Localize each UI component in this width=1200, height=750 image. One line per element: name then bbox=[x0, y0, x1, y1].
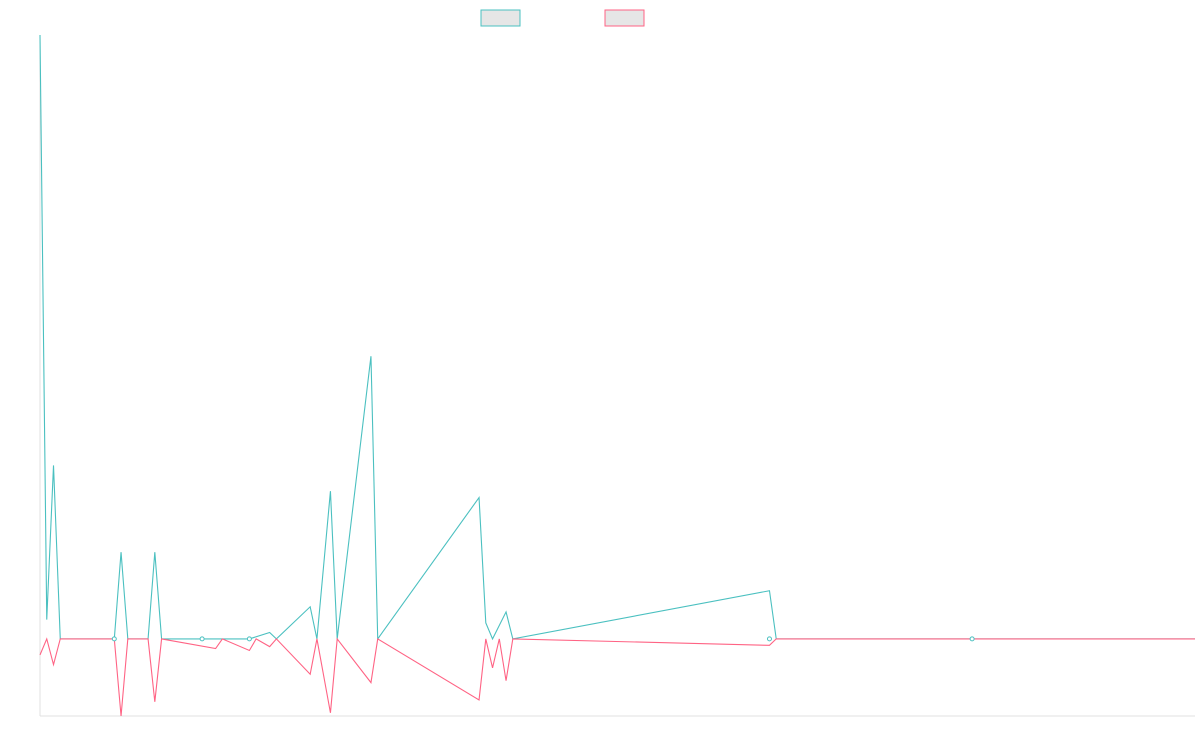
data-point-marker bbox=[246, 636, 252, 642]
series-line-2 bbox=[39, 637, 1195, 717]
data-point-marker bbox=[111, 636, 117, 642]
legend-swatch-2 bbox=[604, 9, 645, 27]
legend-swatch-1 bbox=[480, 9, 521, 27]
axes bbox=[39, 35, 1195, 717]
series-line-1 bbox=[39, 34, 1195, 641]
data-point-marker bbox=[199, 636, 205, 642]
legend bbox=[480, 9, 645, 27]
data-point-marker bbox=[766, 636, 772, 642]
series-layer bbox=[39, 34, 1195, 717]
data-point-marker bbox=[969, 636, 975, 642]
markers-layer bbox=[111, 636, 975, 642]
